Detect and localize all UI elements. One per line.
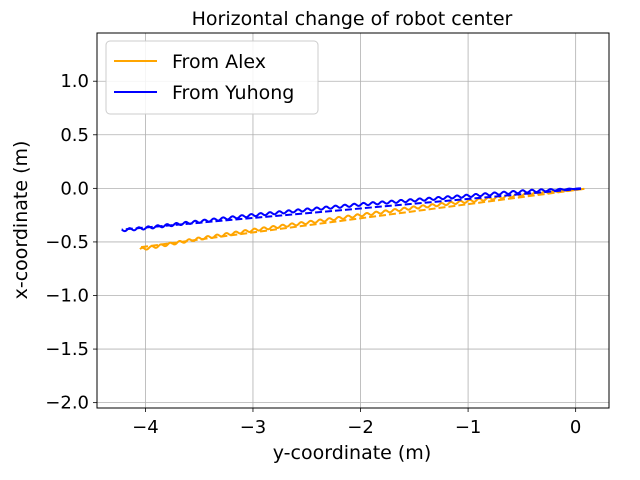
legend-label-from-alex: From Alex	[172, 51, 266, 73]
legend-label-from-yuhong: From Yuhong	[172, 82, 294, 104]
y-tick-label: −1.5	[45, 339, 89, 360]
y-tick-label: 0.0	[60, 178, 89, 199]
series-line-3	[121, 187, 582, 231]
y-tick-label: −1.0	[45, 286, 89, 307]
chart-title: Horizontal change of robot center	[192, 8, 513, 30]
x-tick-label: −3	[240, 417, 267, 438]
x-tick-label: −1	[455, 417, 482, 438]
y-tick-label: 1.0	[60, 71, 89, 92]
legend: From Alex From Yuhong	[105, 40, 319, 115]
y-tick-label: 0.5	[60, 125, 89, 146]
y-axis-label: x-coordinate (m)	[10, 141, 32, 300]
plot-frame	[96, 32, 610, 409]
series-line-1	[139, 187, 585, 249]
x-tick-label: −2	[347, 417, 374, 438]
x-axis-label: y-coordinate (m)	[273, 442, 431, 464]
legend-box	[105, 40, 319, 115]
plot-series	[121, 187, 585, 251]
x-tick-label: 0	[570, 417, 581, 438]
y-tick-label: −2.0	[45, 393, 89, 414]
x-tick-label: −4	[132, 417, 159, 438]
y-tick-label: −0.5	[45, 232, 89, 253]
axis-ticks: −4 −3 −2 −1 0 −2.0 −1.5 −1.0 −0.5 0.0 0.5 1.0	[45, 71, 581, 438]
